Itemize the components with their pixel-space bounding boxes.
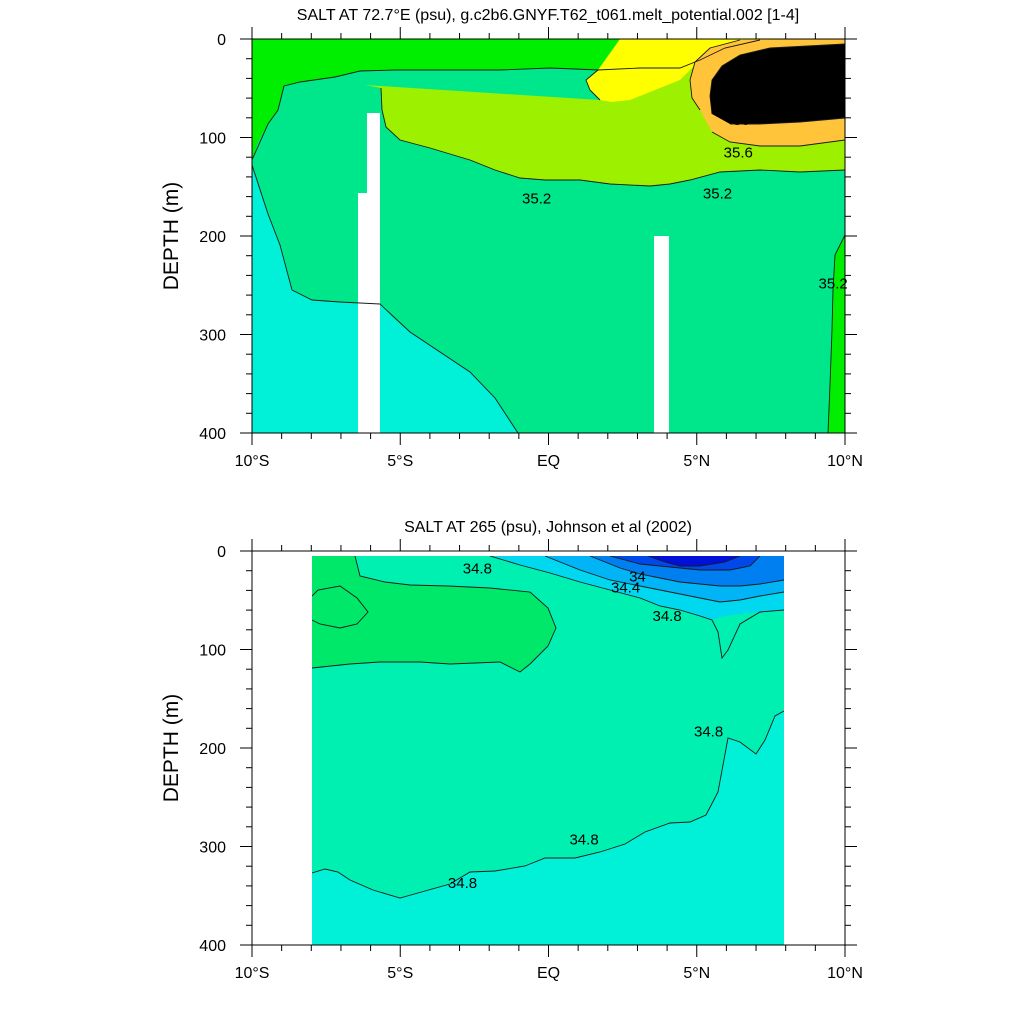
top-contour-label: 35.2 — [522, 191, 551, 208]
bottom-contour-label: 34.8 — [652, 608, 681, 625]
top-contour-label: 35.2 — [819, 275, 848, 292]
top-contour-lines — [252, 39, 845, 433]
top-axes: 10°S 5°S EQ 5°N 10°N 0 100 200 300 400 — [199, 27, 863, 470]
top-contour-fills — [252, 39, 845, 433]
top-fill-35-2 — [252, 39, 845, 433]
top-missing-right — [654, 236, 669, 433]
top-missing-left — [358, 113, 380, 433]
top-xtick-label: 10°N — [827, 453, 863, 470]
top-contour-labels: 35.2 35.2 35.2 35.6 36 — [522, 112, 848, 293]
top-fill-36-0 — [710, 44, 845, 124]
bottom-contour-label: 34.8 — [448, 875, 477, 892]
bottom-ytick-label: 0 — [217, 544, 226, 561]
top-ylabel: DEPTH (m) — [160, 182, 183, 291]
bottom-xtick-label: 5°N — [683, 965, 710, 982]
bottom-xtick-label: 10°S — [235, 965, 270, 982]
bottom-title: SALT AT 265 (psu), Johnson et al (2002) — [404, 519, 692, 536]
bottom-xtick-label: 10°N — [827, 965, 863, 982]
top-fill-35-6 — [586, 39, 845, 102]
bottom-contour-label: 34.8 — [694, 723, 723, 740]
bottom-xtick-label: 5°S — [387, 965, 413, 982]
top-contour-label: 35.6 — [724, 144, 753, 161]
top-title: SALT AT 72.7°E (psu), g.c2b6.GNYF.T62_t0… — [297, 7, 799, 24]
bottom-contour-label: 34.8 — [569, 832, 598, 849]
bottom-panel: SALT AT 265 (psu), Johnson et al (2002) … — [160, 519, 863, 982]
bottom-contour-label: 34.8 — [463, 561, 492, 578]
bottom-xtick-label: EQ — [537, 965, 560, 982]
bottom-contour-label: 34.4 — [611, 579, 640, 596]
bottom-ytick-label: 100 — [199, 643, 226, 660]
top-xtick-label: 10°S — [235, 453, 270, 470]
top-ytick-label: 0 — [217, 32, 226, 49]
top-contour-label: 35.2 — [703, 186, 732, 203]
bottom-contour-lines — [312, 556, 784, 899]
bottom-ytick-label: 400 — [199, 938, 226, 955]
top-xtick-label: 5°S — [387, 453, 413, 470]
top-ytick-label: 300 — [199, 328, 226, 345]
bottom-axes: 10°S 5°S EQ 5°N 10°N 0 100 200 300 400 — [199, 539, 863, 982]
bottom-contour-labels: 34.8 34.8 34.8 34.8 34.8 34.434 — [448, 561, 723, 892]
bottom-ytick-label: 200 — [199, 741, 226, 758]
top-panel: SALT AT 72.7°E (psu), g.c2b6.GNYF.T62_t0… — [160, 7, 863, 470]
bottom-contour-label: 34 — [629, 569, 646, 586]
bottom-ylabel: DEPTH (m) — [160, 694, 183, 803]
bottom-contour-fills — [312, 556, 784, 945]
bottom-fill-35-0 — [312, 556, 556, 672]
top-xtick-label: 5°N — [683, 453, 710, 470]
top-ytick-label: 200 — [199, 229, 226, 246]
bottom-fill-35-0b — [312, 586, 368, 628]
top-xtick-label: EQ — [537, 453, 560, 470]
top-ytick-label: 400 — [199, 426, 226, 443]
top-ytick-label: 100 — [199, 131, 226, 148]
top-contour-label: 36 — [733, 112, 750, 129]
bottom-ytick-label: 300 — [199, 840, 226, 857]
